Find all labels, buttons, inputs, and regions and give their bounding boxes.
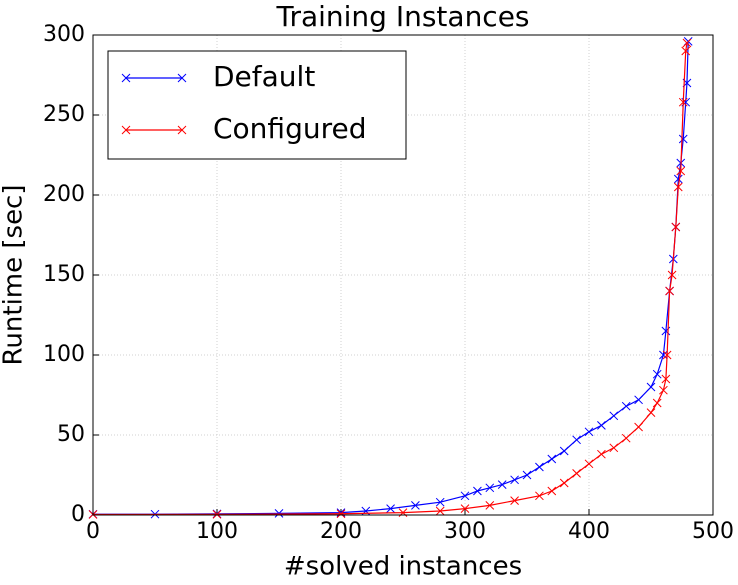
marker bbox=[584, 427, 594, 437]
marker bbox=[497, 480, 507, 489]
marker bbox=[676, 166, 686, 176]
marker bbox=[121, 125, 131, 135]
x-tick-label: 0 bbox=[86, 519, 100, 544]
marker bbox=[460, 491, 470, 501]
y-tick-label: 150 bbox=[43, 262, 85, 287]
marker bbox=[597, 449, 606, 459]
marker bbox=[634, 395, 643, 405]
marker bbox=[522, 470, 532, 480]
marker bbox=[609, 411, 619, 421]
marker bbox=[386, 504, 395, 513]
marker bbox=[559, 446, 569, 456]
marker bbox=[547, 454, 557, 464]
x-axis-label: #solved instances bbox=[284, 552, 522, 582]
chart-title: Training Instances bbox=[275, 0, 529, 33]
marker bbox=[621, 401, 631, 411]
marker bbox=[597, 421, 606, 430]
marker bbox=[609, 443, 619, 453]
y-tick-label: 0 bbox=[71, 502, 85, 527]
marker bbox=[435, 506, 445, 516]
marker bbox=[510, 475, 519, 485]
marker bbox=[678, 97, 688, 107]
marker bbox=[559, 478, 569, 488]
y-tick-label: 100 bbox=[43, 342, 85, 367]
series bbox=[88, 38, 692, 519]
y-tick-label: 50 bbox=[57, 422, 85, 447]
marker bbox=[661, 374, 671, 384]
marker bbox=[673, 182, 683, 192]
marker bbox=[671, 222, 681, 232]
marker bbox=[473, 486, 482, 496]
marker bbox=[485, 483, 495, 493]
marker bbox=[535, 462, 544, 472]
x-tick-label: 300 bbox=[444, 519, 486, 544]
plot-frame bbox=[92, 34, 714, 516]
marker bbox=[667, 270, 677, 280]
marker bbox=[572, 435, 581, 445]
marker bbox=[634, 422, 643, 432]
marker bbox=[572, 469, 581, 478]
legend-entry: Configured bbox=[121, 112, 366, 145]
legend-entry: Default bbox=[121, 60, 315, 93]
marker bbox=[662, 350, 672, 360]
y-tick-label: 200 bbox=[43, 182, 85, 207]
marker bbox=[646, 382, 656, 392]
marker bbox=[646, 408, 656, 417]
marker bbox=[535, 491, 544, 501]
x-tick-label: 500 bbox=[692, 519, 734, 544]
marker bbox=[682, 38, 692, 48]
marker bbox=[621, 433, 631, 443]
y-axis-label: Runtime [sec] bbox=[0, 185, 29, 366]
legend-box bbox=[107, 50, 407, 160]
marker bbox=[659, 385, 668, 395]
marker bbox=[673, 174, 683, 184]
marker bbox=[510, 496, 519, 505]
marker bbox=[659, 350, 668, 360]
marker bbox=[584, 459, 594, 469]
marker bbox=[678, 134, 688, 144]
y-tick-label: 300 bbox=[43, 22, 85, 47]
marker bbox=[652, 398, 662, 408]
series-line bbox=[92, 42, 688, 516]
marker bbox=[411, 501, 420, 510]
marker bbox=[177, 125, 187, 135]
marker bbox=[460, 504, 470, 513]
marker bbox=[121, 73, 131, 83]
marker bbox=[652, 369, 662, 379]
marker bbox=[665, 286, 674, 296]
marker bbox=[212, 510, 222, 519]
marker bbox=[274, 509, 284, 518]
marker bbox=[681, 46, 691, 56]
legend-label: Configured bbox=[213, 112, 366, 145]
x-tick-label: 200 bbox=[320, 519, 362, 544]
marker bbox=[435, 497, 445, 507]
marker bbox=[485, 501, 495, 510]
x-tick-label: 100 bbox=[196, 519, 238, 544]
marker bbox=[177, 73, 187, 83]
marker bbox=[547, 486, 557, 496]
y-tick-label: 250 bbox=[43, 102, 85, 127]
marker bbox=[336, 509, 346, 519]
legend-label: Default bbox=[213, 60, 315, 93]
x-tick-label: 400 bbox=[568, 519, 610, 544]
